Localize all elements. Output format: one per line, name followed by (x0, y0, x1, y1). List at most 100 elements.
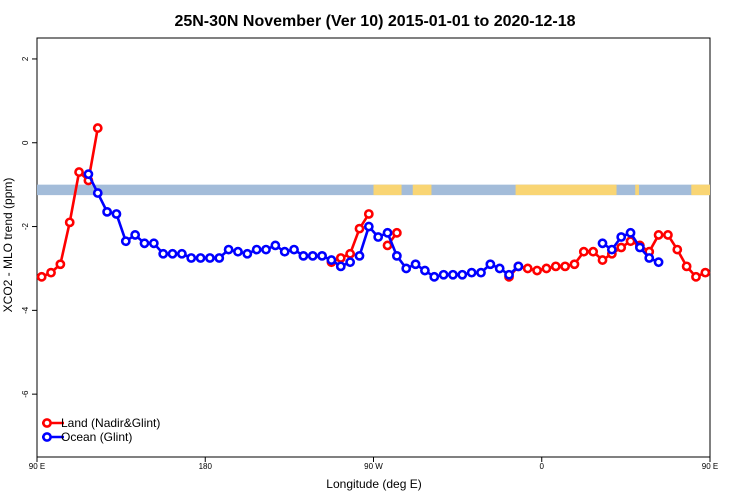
series-ocean-point (251, 244, 262, 255)
series-ocean-point (120, 236, 131, 247)
series-land-point (363, 209, 374, 219)
series-land-point (391, 227, 402, 238)
series-ocean-point (298, 250, 309, 261)
series-land-point (354, 223, 365, 234)
series-ocean-point (513, 261, 524, 272)
series-land-point (541, 263, 552, 274)
y-tick-label: -4 (21, 306, 30, 314)
series-ocean-point (289, 244, 299, 255)
series-ocean-point (317, 250, 327, 261)
series-land-point (700, 267, 711, 278)
y-tick-label: -2 (21, 222, 30, 230)
series-ocean-point (242, 248, 253, 259)
series-land-point (681, 261, 692, 272)
series-ocean-point (653, 257, 664, 268)
series-ocean-point (625, 227, 636, 238)
series-land-point (616, 242, 627, 253)
series-ocean-point (111, 209, 122, 219)
series-ocean-point (83, 169, 94, 180)
series-ocean-point (363, 221, 374, 232)
y-axis-label: XCO2 - MLO trend (ppm) (1, 178, 15, 313)
series-land-point (335, 253, 346, 263)
y-tick-label: 0 (21, 140, 30, 145)
series-land-line (41, 127, 100, 279)
series-ocean-point (401, 263, 412, 274)
series-ocean-point (644, 253, 655, 263)
series-ocean-point (195, 253, 206, 263)
legend: Land (Nadir&Glint)Ocean (Glint) (42, 416, 160, 444)
series-land-point (653, 230, 664, 240)
series-ocean-point (485, 259, 496, 270)
series-ocean-point (354, 250, 365, 261)
series-ocean-point (438, 269, 449, 280)
series-land-point (382, 240, 393, 251)
series-ocean-point (186, 253, 197, 263)
series-land (36, 123, 711, 282)
series-ocean-point (410, 259, 421, 270)
series-ocean-point (448, 269, 458, 280)
x-tick-label: 90 E (29, 462, 45, 471)
series-ocean-point (616, 232, 627, 242)
map-land-region (373, 184, 402, 196)
series-land-point (578, 246, 589, 257)
series-land-point (522, 263, 533, 274)
series-ocean-point (466, 267, 477, 278)
x-tick-label: 90 W (364, 462, 383, 471)
series-land-point (672, 244, 683, 255)
series-ocean-point (102, 206, 113, 217)
legend-label: Ocean (Glint) (61, 430, 132, 444)
series-ocean-point (494, 263, 505, 274)
x-tick-label: 0 (540, 462, 545, 471)
series-ocean-point (279, 246, 290, 257)
series-ocean-point (420, 265, 430, 276)
series-ocean (83, 169, 664, 282)
series-land-point (46, 267, 56, 278)
legend-marker (42, 418, 52, 428)
series-ocean-point (391, 250, 402, 261)
x-tick-label: 180 (199, 462, 213, 471)
series-ocean-point (270, 240, 281, 251)
series-ocean-point (205, 253, 215, 263)
series-ocean-point (476, 267, 486, 278)
series-ocean-point (214, 253, 225, 263)
series-land-point (55, 259, 66, 270)
map-land-region (412, 184, 432, 196)
y-axis: 2 0 -2 -4 -6 (21, 56, 37, 398)
map-land-region (635, 184, 639, 196)
map-strip (37, 184, 710, 196)
x-axis: 90 E 180 90 W 0 90 E (29, 457, 718, 471)
series-ocean-point (176, 248, 187, 259)
series-land-point (74, 167, 84, 177)
series-land-point (64, 217, 75, 228)
chart-title: 25N-30N November (Ver 10) 2015-01-01 to … (174, 13, 575, 30)
series-land-point (569, 259, 580, 270)
series-ocean-point (382, 227, 393, 238)
series-ocean-point (634, 242, 645, 253)
series-land-point (691, 271, 701, 282)
series-ocean-point (373, 232, 384, 242)
x-tick-label: 90 E (702, 462, 718, 471)
series-ocean-point (158, 248, 169, 259)
legend-label: Land (Nadir&Glint) (61, 416, 160, 430)
series-land-point (532, 265, 542, 276)
series-land-point (588, 246, 599, 257)
map-land-region (515, 184, 617, 196)
series-ocean-point (504, 269, 514, 280)
series-ocean-point (597, 238, 608, 249)
series-ocean-point (429, 271, 440, 282)
series-ocean-point (148, 238, 159, 249)
y-tick-label: 2 (21, 56, 30, 61)
y-tick-label: -6 (21, 390, 30, 398)
series-land-point (597, 255, 608, 265)
series-ocean-point (167, 248, 178, 259)
series-layer (36, 123, 711, 282)
series-ocean-point (233, 246, 243, 257)
series-ocean-point (457, 269, 468, 280)
series-land-point (345, 248, 356, 259)
series-ocean-point (307, 250, 318, 261)
series-ocean-point (326, 255, 337, 265)
series-land-point (663, 230, 673, 240)
series-land-point (92, 123, 103, 133)
legend-marker (42, 432, 52, 442)
